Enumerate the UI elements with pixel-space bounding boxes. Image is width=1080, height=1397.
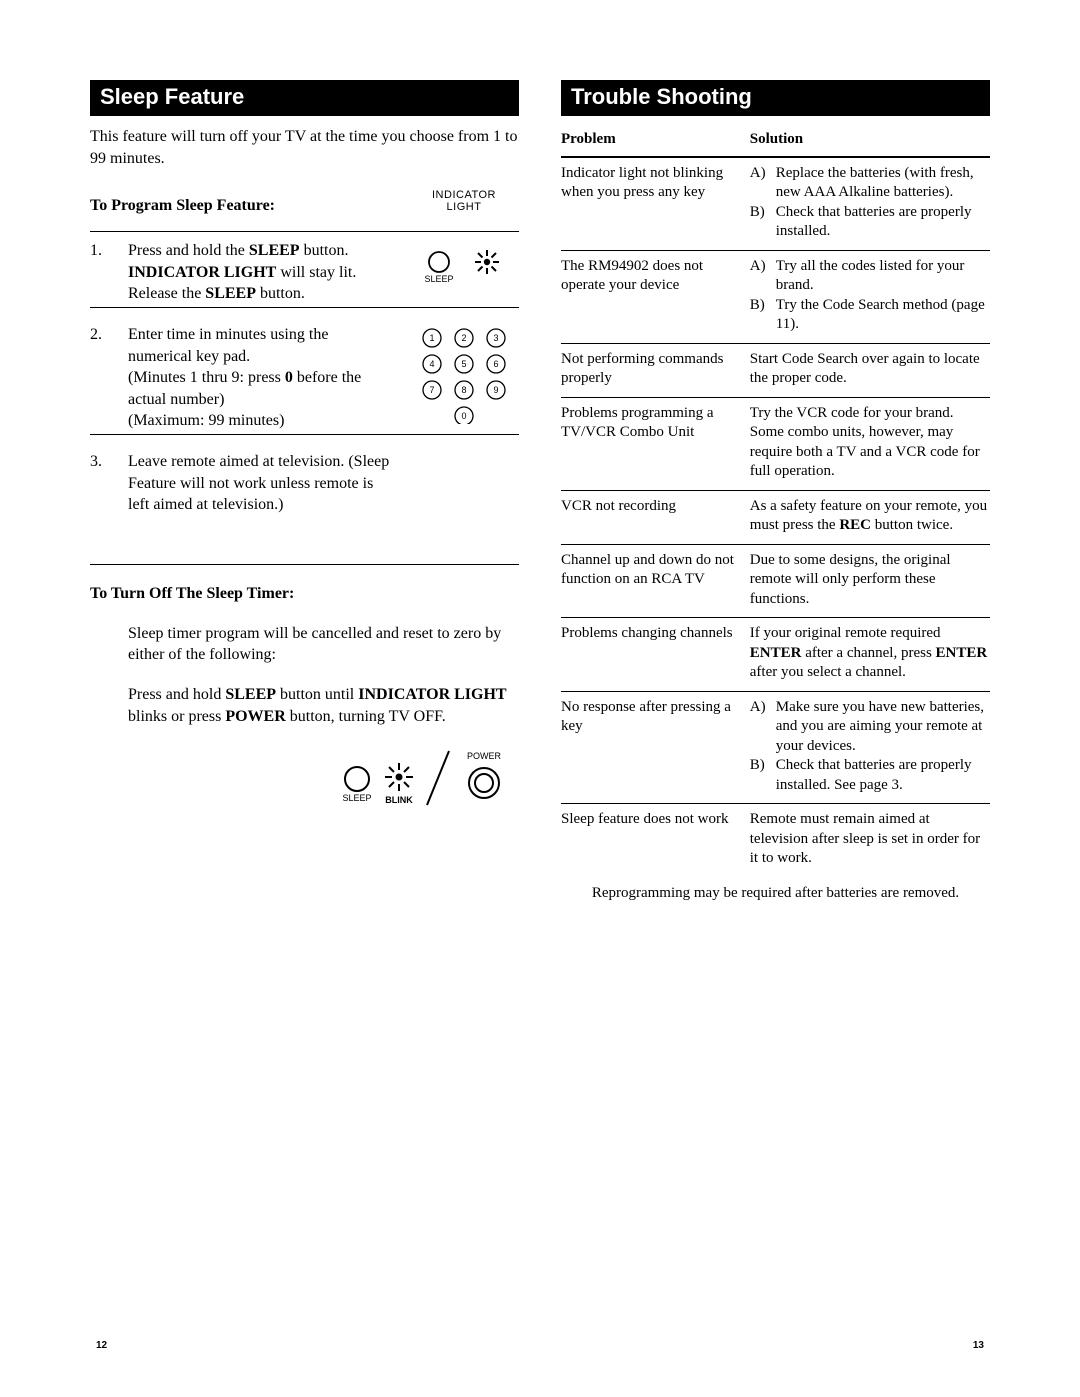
troubleshooting-table: Problem Solution Indicator light not bli…	[561, 126, 990, 877]
problem-cell: No response after pressing a key	[561, 698, 750, 796]
problem-cell: Not performing commands properly	[561, 350, 750, 389]
indicator-light-caption: INDICATORLIGHT	[409, 189, 519, 213]
figure-keypad: 1 2 3 4 5 6 7 8 9 0	[409, 324, 519, 427]
step-text: Enter time in minutes using the numerica…	[128, 324, 393, 432]
table-row: Sleep feature does not workRemote must r…	[561, 804, 990, 877]
svg-text:8: 8	[461, 385, 466, 395]
solution-cell: Due to some designs, the original remote…	[750, 551, 990, 610]
svg-text:0: 0	[461, 411, 466, 421]
problem-cell: Indicator light not blinking when you pr…	[561, 164, 750, 242]
table-row: No response after pressing a keyA)Make s…	[561, 692, 990, 805]
problem-cell: Channel up and down do not function on a…	[561, 551, 750, 610]
table-row: VCR not recordingAs a safety feature on …	[561, 491, 990, 545]
table-row: Channel up and down do not function on a…	[561, 545, 990, 619]
turnoff-section: To Turn Off The Sleep Timer: Sleep timer…	[90, 564, 519, 820]
figure-sleep-indicator: SLEEP	[409, 240, 519, 303]
table-body: Indicator light not blinking when you pr…	[561, 158, 990, 877]
sleep-blink-power-icon: SLEEP BLINK	[329, 745, 519, 815]
solution-cell: A)Replace the batteries (with fresh, new…	[750, 164, 990, 242]
right-column: Trouble Shooting Problem Solution Indica…	[561, 80, 990, 902]
solution-cell: If your original remote required ENTER a…	[750, 624, 990, 683]
turnoff-para-2: Press and hold SLEEP button until INDICA…	[128, 684, 519, 727]
solution-cell: A)Try all the codes listed for your bran…	[750, 257, 990, 335]
problem-cell: The RM94902 does not operate your device	[561, 257, 750, 335]
step-row: 1. Press and hold the SLEEP button. INDI…	[90, 240, 519, 308]
step-number: 3.	[90, 451, 112, 473]
keypad-icon: 1 2 3 4 5 6 7 8 9 0	[409, 324, 519, 424]
step-row: 2. Enter time in minutes using the numer…	[90, 324, 519, 435]
reprogramming-footnote: Reprogramming may be required after batt…	[561, 885, 990, 902]
step-number: 2.	[90, 324, 112, 346]
svg-text:BLINK: BLINK	[385, 795, 413, 805]
svg-text:1: 1	[429, 333, 434, 343]
svg-text:9: 9	[493, 385, 498, 395]
page-number-right: 13	[973, 1340, 984, 1351]
figure-sleep-blink-power: SLEEP BLINK	[128, 745, 519, 820]
solution-cell: Start Code Search over again to locate t…	[750, 350, 990, 389]
svg-text:6: 6	[493, 359, 498, 369]
svg-text:POWER: POWER	[467, 751, 502, 761]
turnoff-heading: To Turn Off The Sleep Timer:	[90, 585, 519, 603]
table-row: Problems changing channelsIf your origin…	[561, 618, 990, 692]
svg-text:3: 3	[493, 333, 498, 343]
svg-text:7: 7	[429, 385, 434, 395]
svg-text:5: 5	[461, 359, 466, 369]
table-row: The RM94902 does not operate your device…	[561, 251, 990, 344]
solution-cell: Remote must remain aimed at television a…	[750, 810, 990, 869]
program-sleep-heading: To Program Sleep Feature:	[90, 197, 409, 215]
solution-cell: Try the VCR code for your brand. Some co…	[750, 404, 990, 482]
troubleshooting-header: Trouble Shooting	[561, 80, 990, 116]
indicator-light-label-top: INDICATORLIGHT	[409, 189, 519, 213]
table-row: Indicator light not blinking when you pr…	[561, 158, 990, 251]
step-text: Press and hold the SLEEP button. INDICAT…	[128, 240, 393, 305]
sleep-indicator-icon: SLEEP	[409, 240, 519, 300]
problem-cell: Problems changing channels	[561, 624, 750, 683]
sleep-feature-header: Sleep Feature	[90, 80, 519, 116]
solution-cell: A)Make sure you have new batteries, and …	[750, 698, 990, 796]
left-column: Sleep Feature This feature will turn off…	[90, 80, 519, 902]
table-row: Not performing commands properlyStart Co…	[561, 344, 990, 398]
svg-text:4: 4	[429, 359, 434, 369]
sleep-intro-text: This feature will turn off your TV at th…	[90, 126, 519, 169]
table-row: Problems programming a TV/VCR Combo Unit…	[561, 398, 990, 491]
step-row: 3. Leave remote aimed at television. (Sl…	[90, 451, 519, 518]
svg-text:SLEEP: SLEEP	[424, 274, 453, 284]
step-text: Leave remote aimed at television. (Sleep…	[128, 451, 393, 516]
col-header-problem: Problem	[561, 130, 750, 150]
svg-text:2: 2	[461, 333, 466, 343]
col-header-solution: Solution	[750, 130, 990, 150]
problem-cell: Problems programming a TV/VCR Combo Unit	[561, 404, 750, 482]
step-number: 1.	[90, 240, 112, 262]
turnoff-para-1: Sleep timer program will be cancelled an…	[128, 623, 519, 666]
problem-cell: VCR not recording	[561, 497, 750, 536]
table-header-row: Problem Solution	[561, 126, 990, 158]
page-number-left: 12	[96, 1340, 107, 1351]
svg-text:SLEEP: SLEEP	[342, 793, 371, 803]
problem-cell: Sleep feature does not work	[561, 810, 750, 869]
page: Sleep Feature This feature will turn off…	[0, 0, 1080, 942]
solution-cell: As a safety feature on your remote, you …	[750, 497, 990, 536]
